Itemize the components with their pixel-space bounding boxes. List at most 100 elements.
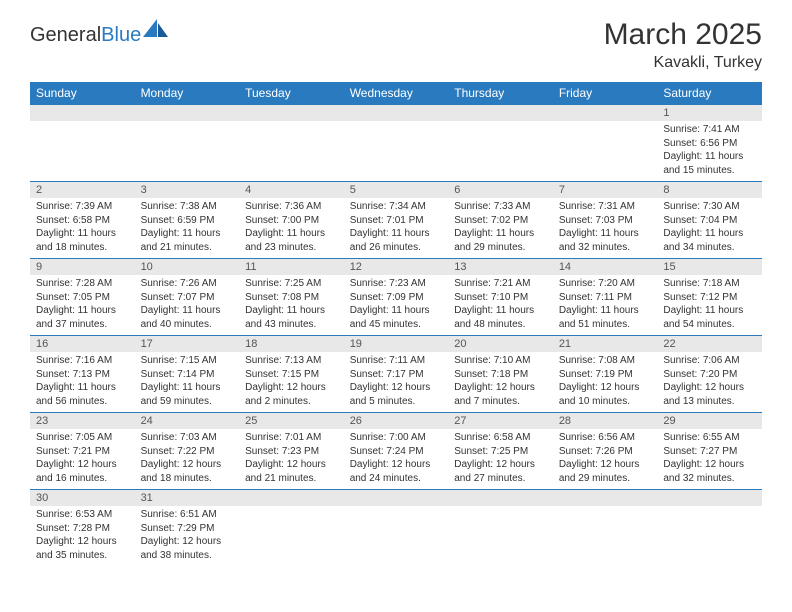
sunrise-text: Sunrise: 7:06 AM [663, 354, 756, 368]
daylight-text: Daylight: 11 hours and 40 minutes. [141, 304, 234, 331]
day-info: Sunrise: 7:34 AMSunset: 7:01 PMDaylight:… [344, 198, 449, 259]
daylight-text: Daylight: 12 hours and 35 minutes. [36, 535, 129, 562]
day-number [30, 105, 135, 122]
sunset-text: Sunset: 7:20 PM [663, 368, 756, 382]
day-number [657, 490, 762, 507]
sunrise-text: Sunrise: 7:34 AM [350, 200, 443, 214]
sunrise-text: Sunrise: 7:18 AM [663, 277, 756, 291]
day-info: Sunrise: 6:51 AMSunset: 7:29 PMDaylight:… [135, 506, 240, 566]
sunrise-text: Sunrise: 7:36 AM [245, 200, 338, 214]
daylight-text: Daylight: 11 hours and 29 minutes. [454, 227, 547, 254]
day-info: Sunrise: 7:31 AMSunset: 7:03 PMDaylight:… [553, 198, 658, 259]
sunrise-text: Sunrise: 6:51 AM [141, 508, 234, 522]
day-info: Sunrise: 7:03 AMSunset: 7:22 PMDaylight:… [135, 429, 240, 490]
day-number: 23 [30, 413, 135, 430]
day-info: Sunrise: 7:39 AMSunset: 6:58 PMDaylight:… [30, 198, 135, 259]
day-info: Sunrise: 7:26 AMSunset: 7:07 PMDaylight:… [135, 275, 240, 336]
day-info [344, 506, 449, 566]
day-number: 2 [30, 182, 135, 199]
daylight-text: Daylight: 12 hours and 2 minutes. [245, 381, 338, 408]
sunset-text: Sunset: 7:17 PM [350, 368, 443, 382]
day-info: Sunrise: 7:36 AMSunset: 7:00 PMDaylight:… [239, 198, 344, 259]
day-number: 15 [657, 259, 762, 276]
day-number: 4 [239, 182, 344, 199]
sunrise-text: Sunrise: 7:39 AM [36, 200, 129, 214]
day-number: 26 [344, 413, 449, 430]
day-number [553, 490, 658, 507]
sunrise-text: Sunrise: 7:15 AM [141, 354, 234, 368]
day-number: 20 [448, 336, 553, 353]
daylight-text: Daylight: 11 hours and 54 minutes. [663, 304, 756, 331]
daylight-text: Daylight: 11 hours and 26 minutes. [350, 227, 443, 254]
sunset-text: Sunset: 7:23 PM [245, 445, 338, 459]
day-info [553, 121, 658, 182]
day-info: Sunrise: 6:53 AMSunset: 7:28 PMDaylight:… [30, 506, 135, 566]
daylight-text: Daylight: 11 hours and 43 minutes. [245, 304, 338, 331]
sunset-text: Sunset: 7:18 PM [454, 368, 547, 382]
day-info: Sunrise: 7:38 AMSunset: 6:59 PMDaylight:… [135, 198, 240, 259]
day-info [448, 121, 553, 182]
sunset-text: Sunset: 7:11 PM [559, 291, 652, 305]
sunset-text: Sunset: 7:28 PM [36, 522, 129, 536]
sunrise-text: Sunrise: 7:38 AM [141, 200, 234, 214]
sunset-text: Sunset: 7:22 PM [141, 445, 234, 459]
day-number: 6 [448, 182, 553, 199]
weekday-header: Friday [553, 82, 658, 105]
sunset-text: Sunset: 7:13 PM [36, 368, 129, 382]
sunset-text: Sunset: 7:03 PM [559, 214, 652, 228]
info-row: Sunrise: 7:39 AMSunset: 6:58 PMDaylight:… [30, 198, 762, 259]
day-info: Sunrise: 7:18 AMSunset: 7:12 PMDaylight:… [657, 275, 762, 336]
daynum-row: 3031 [30, 490, 762, 507]
day-number: 27 [448, 413, 553, 430]
day-info [239, 121, 344, 182]
day-info: Sunrise: 7:21 AMSunset: 7:10 PMDaylight:… [448, 275, 553, 336]
day-info: Sunrise: 7:10 AMSunset: 7:18 PMDaylight:… [448, 352, 553, 413]
day-info: Sunrise: 7:28 AMSunset: 7:05 PMDaylight:… [30, 275, 135, 336]
sunrise-text: Sunrise: 7:20 AM [559, 277, 652, 291]
daylight-text: Daylight: 12 hours and 16 minutes. [36, 458, 129, 485]
day-info: Sunrise: 6:55 AMSunset: 7:27 PMDaylight:… [657, 429, 762, 490]
day-info: Sunrise: 7:30 AMSunset: 7:04 PMDaylight:… [657, 198, 762, 259]
sunset-text: Sunset: 7:26 PM [559, 445, 652, 459]
daylight-text: Daylight: 11 hours and 21 minutes. [141, 227, 234, 254]
sunset-text: Sunset: 7:29 PM [141, 522, 234, 536]
day-info [553, 506, 658, 566]
day-info: Sunrise: 7:11 AMSunset: 7:17 PMDaylight:… [344, 352, 449, 413]
day-info: Sunrise: 7:15 AMSunset: 7:14 PMDaylight:… [135, 352, 240, 413]
weekday-header: Saturday [657, 82, 762, 105]
sunrise-text: Sunrise: 7:33 AM [454, 200, 547, 214]
daylight-text: Daylight: 12 hours and 38 minutes. [141, 535, 234, 562]
day-info: Sunrise: 6:56 AMSunset: 7:26 PMDaylight:… [553, 429, 658, 490]
day-info: Sunrise: 7:33 AMSunset: 7:02 PMDaylight:… [448, 198, 553, 259]
day-number: 29 [657, 413, 762, 430]
weekday-header: Thursday [448, 82, 553, 105]
weekday-header-row: Sunday Monday Tuesday Wednesday Thursday… [30, 82, 762, 105]
daylight-text: Daylight: 12 hours and 27 minutes. [454, 458, 547, 485]
day-number: 7 [553, 182, 658, 199]
sail-icon [143, 19, 169, 44]
day-number [553, 105, 658, 122]
daylight-text: Daylight: 11 hours and 56 minutes. [36, 381, 129, 408]
sunrise-text: Sunrise: 7:03 AM [141, 431, 234, 445]
day-number [344, 105, 449, 122]
info-row: Sunrise: 7:28 AMSunset: 7:05 PMDaylight:… [30, 275, 762, 336]
sunrise-text: Sunrise: 6:56 AM [559, 431, 652, 445]
day-info: Sunrise: 7:05 AMSunset: 7:21 PMDaylight:… [30, 429, 135, 490]
sunset-text: Sunset: 7:01 PM [350, 214, 443, 228]
day-number: 8 [657, 182, 762, 199]
day-number: 30 [30, 490, 135, 507]
day-number: 9 [30, 259, 135, 276]
daynum-row: 23242526272829 [30, 413, 762, 430]
sunset-text: Sunset: 7:04 PM [663, 214, 756, 228]
day-number [448, 105, 553, 122]
sunrise-text: Sunrise: 7:31 AM [559, 200, 652, 214]
sunrise-text: Sunrise: 6:58 AM [454, 431, 547, 445]
day-info: Sunrise: 7:23 AMSunset: 7:09 PMDaylight:… [344, 275, 449, 336]
day-number: 10 [135, 259, 240, 276]
sunset-text: Sunset: 7:10 PM [454, 291, 547, 305]
info-row: Sunrise: 7:05 AMSunset: 7:21 PMDaylight:… [30, 429, 762, 490]
title-block: March 2025 Kavakli, Turkey [604, 18, 762, 72]
day-number: 19 [344, 336, 449, 353]
daylight-text: Daylight: 11 hours and 45 minutes. [350, 304, 443, 331]
day-number [344, 490, 449, 507]
